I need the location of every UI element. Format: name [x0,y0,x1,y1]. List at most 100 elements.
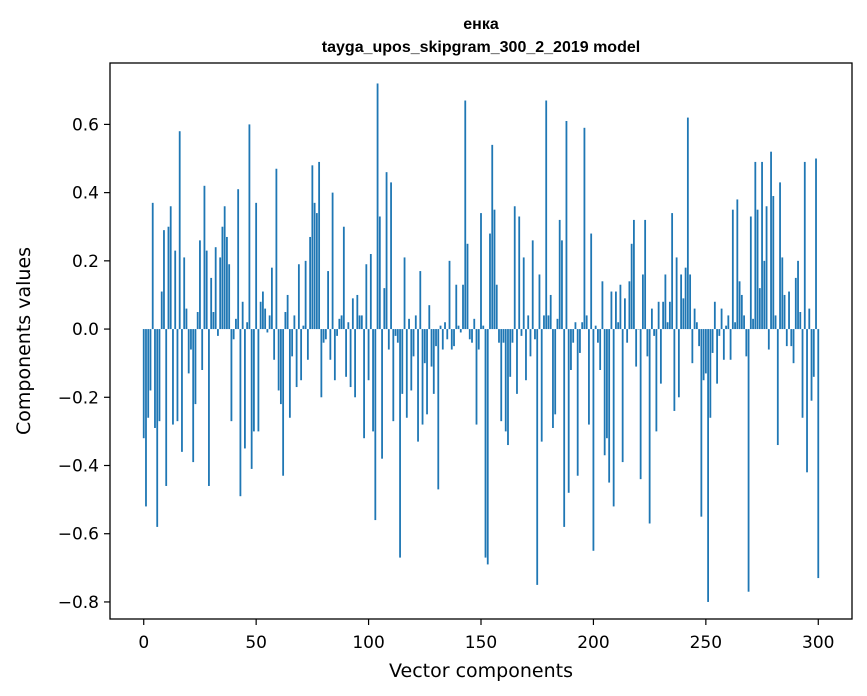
bar [657,301,660,330]
bar [228,264,231,330]
bar [545,100,548,330]
bars-group [142,83,820,602]
bar [223,206,226,330]
bar [693,308,696,330]
bar [664,274,667,330]
bar [430,329,433,367]
bar [502,329,505,343]
bar [300,329,303,381]
bar [230,329,233,422]
bar [770,151,772,330]
bar [718,329,721,336]
bar [302,325,305,330]
bar [668,301,671,330]
bar [792,329,795,364]
bar [145,329,147,507]
bar [185,308,188,330]
bar [196,312,199,330]
bar [448,260,451,330]
bar [516,329,518,394]
bar [725,325,727,330]
bar [347,322,350,330]
y-tick-label: −0.8 [58,593,99,613]
bar [266,329,269,333]
bar [680,274,683,330]
bar [597,329,599,343]
bar [707,329,709,602]
bar [590,233,593,330]
bar [374,329,377,521]
bar [736,199,739,330]
bar [788,291,790,330]
bar [421,329,424,425]
bar [583,127,586,330]
bar [675,257,678,330]
bar [698,329,700,347]
bar [500,329,503,422]
bar [740,294,743,330]
bar [662,301,665,330]
bar [655,329,658,432]
bar [410,329,413,391]
bar [210,277,213,330]
bar [311,165,314,330]
bar [727,315,730,330]
bar [437,329,440,490]
bar [561,240,563,330]
bar [599,329,602,370]
bar [291,329,294,357]
bar [633,219,635,330]
x-tick-label: 0 [138,633,149,653]
bar [709,329,712,418]
bar [313,202,316,330]
bar [412,329,415,357]
bar [700,329,703,517]
bar [563,329,566,527]
bar [689,274,692,330]
bar [322,329,325,343]
bar [738,281,741,330]
bar [441,329,444,350]
bar [158,329,161,422]
bar [776,329,779,446]
bar [659,329,662,384]
bar [279,329,282,405]
y-tick-label: 0.2 [72,252,99,272]
plot-frame [109,62,853,620]
bar [716,329,718,384]
bar [154,329,156,428]
bar [149,329,152,391]
bar [588,329,590,425]
bar [722,329,725,360]
bar [704,329,707,374]
bar [594,325,597,330]
bar [318,161,321,330]
bar [356,294,359,330]
bar [340,315,343,330]
bar [671,213,674,330]
bar [731,209,734,330]
bar [815,158,817,330]
y-axis-label: Components values [13,247,35,435]
bar [264,308,267,330]
bar [190,329,192,350]
bar [491,144,494,330]
bar [439,325,442,330]
bar [455,284,458,330]
bar [525,329,527,381]
bar [165,329,168,486]
chart-subtitle: tayga_upos_skipgram_300_2_2019 model [322,39,640,56]
bar [554,329,557,415]
chart-title: енка [463,16,499,33]
bar [342,226,345,330]
y-tick-label: −0.6 [58,525,99,545]
bar [450,329,453,350]
bar [372,329,374,432]
bar [385,172,388,330]
bar [511,329,514,343]
bar [756,209,759,330]
bar [351,298,354,330]
bar [540,329,543,442]
bar [273,329,276,360]
bar [309,236,312,330]
